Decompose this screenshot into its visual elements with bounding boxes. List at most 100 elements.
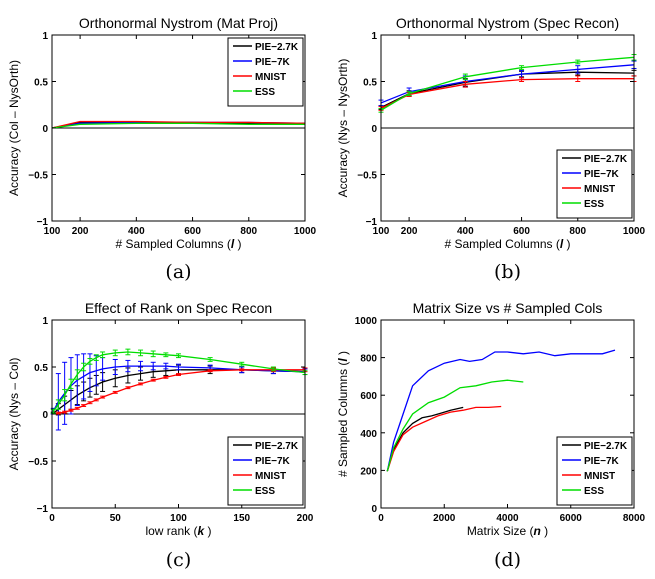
legend-label-1: PIE−2.7K (584, 154, 628, 165)
y-axis-label: # Sampled Columns (l ) (336, 351, 350, 477)
legend-label-4: ESS (255, 486, 275, 497)
y-tick-label: −0.5 (28, 171, 48, 182)
y-tick-label: 0 (371, 504, 377, 515)
y-tick-label: 600 (360, 391, 377, 402)
x-tick-label: 4000 (496, 513, 519, 524)
y-tick-label: −1 (37, 504, 49, 515)
legend-label-3: MNIST (584, 471, 615, 482)
panel-caption: (d) (494, 549, 521, 571)
x-tick-label: 150 (233, 513, 250, 524)
x-tick-label: 600 (184, 226, 201, 237)
chart-3: Effect of Rank on Spec Recon 0 50 100 150 200… (7, 300, 314, 571)
legend: PIE−2.7K PIE−7K MNIST ESS (556, 436, 633, 506)
legend-label-3: MNIST (584, 184, 615, 195)
chart-2: Orthonormal Nystrom (Spec Recon) 100 200 40… (336, 15, 646, 283)
series-line-2 (380, 64, 635, 104)
y-tick-label: −1 (37, 217, 49, 228)
series-line-2 (386, 349, 616, 472)
y-tick-label: 1000 (355, 316, 378, 327)
legend-box (227, 436, 304, 506)
x-tick-label: 200 (297, 513, 314, 524)
x-tick-label: 800 (569, 226, 586, 237)
legend-label-1: PIE−2.7K (584, 441, 628, 452)
y-tick-label: 200 (360, 466, 377, 477)
chart-title: Effect of Rank on Spec Recon (85, 300, 272, 316)
legend-label-4: ESS (584, 486, 604, 497)
y-tick-label: 0.5 (34, 78, 48, 89)
x-axis-label-var: k (197, 524, 205, 538)
x-tick-label: 200 (401, 226, 418, 237)
x-axis-label: low rank (k ) (145, 524, 211, 538)
x-tick-label: 800 (240, 226, 257, 237)
x-tick-label: 6000 (560, 513, 583, 524)
y-axis-label: Accuracy (Nys – Col) (7, 358, 21, 471)
y-tick-label: 0.5 (363, 78, 377, 89)
x-axis-label-text: low rank ( (145, 524, 197, 538)
y-axis-label-text: Accuracy (Col – NysOrth) (7, 60, 21, 196)
y-tick-label: −0.5 (28, 457, 48, 468)
x-axis-label-close: ) (563, 237, 570, 251)
x-axis-label: Matrix Size (n ) (467, 524, 548, 538)
y-tick-label: 1 (371, 31, 377, 42)
panel-caption: (a) (165, 261, 191, 283)
legend: PIE−2.7K PIE−7K MNIST ESS (556, 149, 633, 219)
x-axis-label-close: ) (234, 237, 241, 251)
x-axis-label-var: l (231, 237, 235, 251)
legend-label-1: PIE−2.7K (255, 42, 299, 53)
legend-label-2: PIE−7K (255, 57, 291, 68)
series-line-4 (386, 379, 524, 472)
x-tick-label: 50 (110, 513, 122, 524)
x-tick-label: 400 (457, 226, 474, 237)
y-tick-label: 0.5 (34, 363, 48, 374)
legend-label-4: ESS (255, 87, 275, 98)
x-axis-label-var: n (534, 524, 541, 538)
legend: PIE−2.7K PIE−7K MNIST ESS (227, 436, 304, 506)
y-tick-label: 1 (42, 316, 48, 327)
x-axis-label-text: # Sampled Columns ( (444, 237, 559, 251)
x-axis-label-close: ) (541, 524, 548, 538)
series-line-3 (380, 78, 634, 110)
x-axis-label-text: Matrix Size ( (467, 524, 534, 538)
x-tick-label: 200 (72, 226, 89, 237)
y-tick-label: 0 (42, 124, 48, 135)
y-axis-label-text: Accuracy (Nys – NysOrth) (336, 59, 350, 198)
x-tick-label: 100 (44, 226, 61, 237)
legend-label-2: PIE−7K (255, 456, 291, 467)
x-tick-label: 2000 (433, 513, 456, 524)
x-tick-label: 600 (513, 226, 530, 237)
x-tick-label: 1000 (294, 226, 317, 237)
chart-title: Matrix Size vs # Sampled Cols (413, 300, 603, 316)
y-tick-label: 1 (42, 31, 48, 42)
x-tick-label: 0 (378, 513, 384, 524)
y-tick-label: −0.5 (357, 171, 377, 182)
y-tick-label: 800 (360, 354, 377, 365)
legend-box (556, 436, 633, 506)
panel-caption: (c) (166, 549, 191, 571)
y-axis-label-close: ) (336, 351, 350, 358)
x-axis-label-close: ) (204, 524, 211, 538)
series-line-3 (51, 120, 306, 129)
y-tick-label: −1 (366, 217, 378, 228)
chart-title: Orthonormal Nystrom (Spec Recon) (396, 15, 619, 31)
y-axis-label-text: Accuracy (Nys – Col) (7, 358, 21, 471)
y-axis-label-var: l (336, 358, 350, 362)
x-axis-label: # Sampled Columns (l ) (115, 237, 241, 251)
x-axis-label-var: l (560, 237, 564, 251)
x-tick-label: 100 (170, 513, 187, 524)
x-tick-label: 1000 (623, 226, 646, 237)
y-tick-label: 0 (371, 124, 377, 135)
legend-box (227, 37, 304, 107)
y-tick-label: 400 (360, 429, 377, 440)
x-tick-label: 400 (128, 226, 145, 237)
x-tick-label: 8000 (623, 513, 646, 524)
legend: PIE−2.7K PIE−7K MNIST ESS (227, 37, 304, 107)
x-tick-label: 0 (49, 513, 55, 524)
legend-label-2: PIE−7K (584, 456, 620, 467)
x-axis-label: # Sampled Columns (l ) (444, 237, 570, 251)
series-line-4 (51, 122, 305, 129)
y-axis-label: Accuracy (Col – NysOrth) (7, 60, 21, 196)
x-axis-label-text: # Sampled Columns ( (115, 237, 230, 251)
series-line-1 (386, 406, 464, 472)
